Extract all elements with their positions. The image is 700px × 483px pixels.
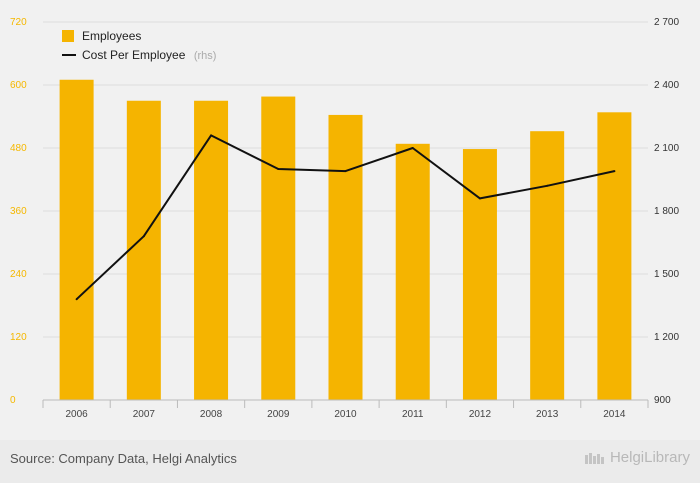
x-tick-label: 2010 — [334, 409, 357, 420]
line-series-cost-per-employee — [75, 134, 616, 301]
line-point — [75, 298, 78, 301]
line-point — [344, 170, 347, 173]
y-left-tick-label: 600 — [10, 80, 27, 91]
line-point — [613, 170, 616, 173]
y-right-tick-label: 1 800 — [654, 206, 679, 217]
bar — [395, 143, 430, 401]
x-tick-label: 2009 — [267, 409, 290, 420]
y-right-tick-label: 2 100 — [654, 143, 679, 154]
line-point — [142, 235, 145, 238]
legend-label-employees: Employees — [82, 29, 141, 43]
bar — [194, 100, 229, 400]
line-point — [546, 184, 549, 187]
x-tick-label: 2013 — [536, 409, 559, 420]
brand-logo: HelgiLibrary — [584, 449, 690, 466]
line-point — [411, 147, 414, 149]
x-tick-label: 2011 — [402, 409, 424, 420]
y-left-tick-label: 120 — [10, 332, 27, 343]
footer: Source: Company Data, Helgi Analytics He… — [0, 440, 700, 483]
x-tick-label: 2008 — [200, 409, 223, 420]
bar — [462, 149, 497, 400]
y-left-tick-label: 240 — [10, 269, 27, 280]
brand-name: HelgiLibrary — [609, 449, 690, 466]
line-point — [210, 134, 213, 137]
legend-label-cost-per-employee: Cost Per Employee (rhs) — [82, 46, 216, 63]
bar — [530, 131, 565, 400]
line-point — [277, 168, 280, 170]
x-tick-label: 2012 — [469, 409, 492, 420]
bar — [597, 112, 632, 401]
legend: Employees Cost Per Employee (rhs) — [62, 29, 216, 63]
y-left-tick-label: 480 — [10, 143, 27, 154]
chart: 0 120 240 360 480 600 720 900 1 200 1 500 1 800 2 1… — [10, 17, 679, 420]
bar — [328, 114, 363, 401]
source-text: Source: Company Data, Helgi Analytics — [10, 451, 237, 466]
bar — [126, 100, 161, 400]
legend-swatch-employees — [62, 30, 74, 42]
bar — [59, 79, 94, 400]
y-left-tick-label: 720 — [10, 17, 27, 28]
y-left-tick-label: 360 — [10, 206, 27, 217]
x-tick-label: 2007 — [133, 409, 156, 420]
bar-series-employees — [59, 79, 632, 401]
bar — [261, 96, 296, 401]
y-right-tick-label: 2 700 — [654, 17, 679, 28]
axes: 0 120 240 360 480 600 720 900 1 200 1 500 1 800 2 1… — [10, 17, 679, 420]
y-right-tick-label: 900 — [654, 395, 671, 406]
library-icon — [584, 452, 604, 464]
y-left-tick-label: 0 — [10, 395, 16, 406]
y-right-tick-label: 1 500 — [654, 269, 679, 280]
y-right-tick-label: 1 200 — [654, 332, 679, 343]
x-tick-label: 2006 — [65, 409, 88, 420]
x-tick-label: 2014 — [603, 409, 626, 420]
line-point — [478, 197, 481, 200]
y-right-tick-label: 2 400 — [654, 80, 679, 91]
